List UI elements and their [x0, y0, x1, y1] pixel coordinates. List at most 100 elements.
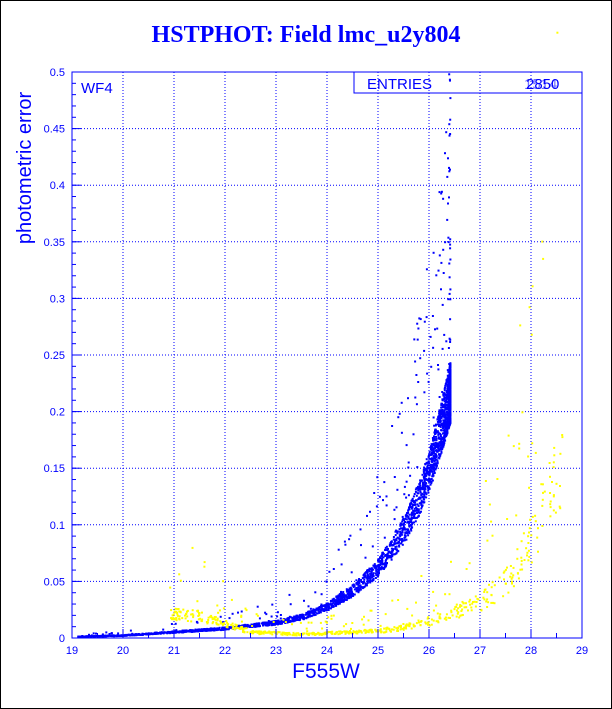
- data-point: [435, 466, 438, 469]
- data-point: [449, 395, 452, 397]
- data-point: [449, 419, 452, 422]
- data-point: [447, 376, 450, 379]
- data-point: [420, 507, 423, 510]
- data-point: [415, 487, 418, 490]
- data-point: [413, 521, 416, 524]
- data-point: [303, 599, 305, 602]
- data-point: [175, 619, 178, 622]
- data-point: [458, 616, 461, 619]
- stats-box: ENTRIES 1514 2850: [353, 72, 582, 94]
- data-point: [411, 614, 414, 617]
- data-point: [327, 604, 330, 607]
- data-point: [518, 442, 521, 445]
- data-point: [327, 602, 329, 605]
- data-point: [447, 405, 450, 408]
- data-point: [182, 608, 185, 611]
- data-point: [398, 537, 400, 540]
- data-point: [292, 620, 295, 623]
- data-point: [429, 446, 432, 449]
- data-point: [448, 417, 451, 420]
- data-point: [392, 536, 395, 538]
- x-tick-label: 27: [474, 645, 486, 657]
- data-point: [558, 505, 561, 508]
- data-point: [389, 554, 392, 557]
- data-point: [230, 598, 233, 601]
- data-point: [391, 628, 393, 631]
- data-point: [198, 612, 200, 615]
- data-point: [310, 615, 313, 618]
- data-point: [437, 444, 440, 447]
- data-point: [357, 591, 360, 594]
- data-point: [393, 542, 396, 545]
- data-point: [382, 499, 384, 502]
- data-point: [430, 443, 433, 446]
- data-point: [229, 626, 232, 629]
- data-point: [341, 595, 344, 598]
- data-point: [338, 600, 341, 603]
- data-point: [459, 605, 461, 608]
- data-point: [529, 518, 532, 521]
- data-point: [200, 628, 203, 631]
- data-point: [443, 438, 446, 441]
- data-point: [214, 618, 217, 621]
- data-point: [384, 560, 387, 562]
- data-point: [296, 619, 298, 621]
- data-point: [434, 457, 437, 460]
- data-point: [396, 536, 399, 539]
- data-point: [445, 408, 448, 411]
- data-point: [463, 606, 466, 609]
- data-point: [181, 617, 184, 620]
- data-point: [410, 507, 413, 510]
- data-point: [420, 479, 423, 482]
- data-point: [554, 511, 557, 514]
- data-point: [431, 457, 434, 460]
- data-point: [437, 423, 439, 426]
- data-point: [449, 298, 452, 301]
- data-point: [174, 622, 177, 625]
- data-point: [444, 241, 447, 244]
- data-point: [516, 572, 519, 575]
- data-point: [390, 554, 393, 557]
- data-point: [448, 402, 451, 405]
- data-point: [428, 624, 431, 627]
- data-point: [423, 494, 426, 496]
- data-point: [530, 561, 533, 564]
- data-point: [218, 626, 221, 629]
- data-point: [430, 463, 433, 466]
- data-point: [467, 609, 469, 612]
- data-point: [410, 520, 413, 523]
- data-point: [269, 632, 272, 635]
- data-point: [484, 480, 487, 482]
- data-point: [433, 470, 436, 473]
- data-point: [434, 429, 437, 432]
- data-point: [396, 532, 399, 535]
- data-point: [435, 449, 437, 452]
- data-point: [399, 628, 402, 631]
- data-point: [455, 603, 458, 606]
- data-point: [381, 553, 384, 556]
- data-point: [393, 518, 396, 521]
- data-point: [447, 423, 450, 426]
- data-point: [449, 258, 452, 261]
- data-point: [272, 623, 274, 626]
- data-point: [335, 631, 338, 634]
- data-point: [215, 621, 218, 624]
- data-point: [431, 437, 434, 439]
- data-point: [359, 528, 362, 531]
- data-point: [406, 511, 409, 514]
- data-point: [444, 152, 446, 155]
- data-point: [449, 338, 452, 341]
- data-point: [439, 453, 442, 456]
- data-point: [431, 464, 434, 467]
- data-point: [439, 420, 442, 422]
- data-point: [302, 614, 305, 617]
- data-point: [415, 622, 418, 625]
- data-point: [311, 633, 314, 636]
- data-point: [375, 569, 378, 572]
- data-point: [284, 621, 287, 623]
- data-point: [111, 635, 114, 637]
- data-point: [190, 620, 193, 623]
- data-point: [486, 606, 489, 608]
- data-point: [271, 603, 274, 606]
- data-point: [410, 516, 413, 519]
